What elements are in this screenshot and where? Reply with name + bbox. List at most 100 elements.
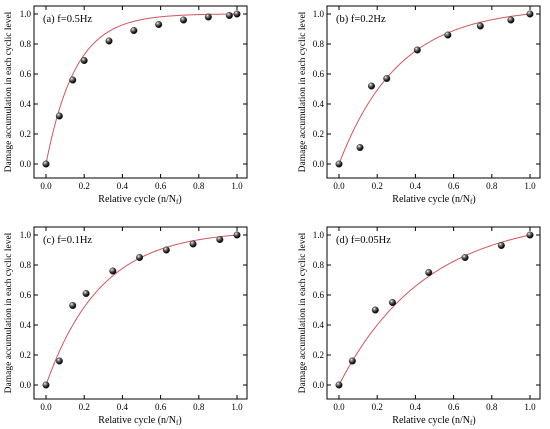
x-tick-label: 0.0: [333, 402, 345, 412]
panel-title: (d) f=0.05Hz: [336, 235, 391, 246]
fit-curve: [45, 13, 238, 165]
data-point: [507, 16, 515, 24]
data-point: [55, 112, 63, 120]
data-point: [526, 10, 534, 18]
x-tick-label: 1.0: [231, 181, 243, 191]
x-tick-label: 0.8: [193, 402, 205, 412]
data-point: [204, 13, 212, 21]
data-point: [425, 269, 433, 277]
chart-panel-a: 0.0 0.2 0.4 0.6 0.8 1.0 0.0 0.2 0.4 0.6 0.8 1.0 (a) …: [4, 5, 248, 206]
x-tick-label: 1.0: [524, 402, 536, 412]
y-tick-label: 0.6: [20, 69, 32, 79]
data-point: [136, 253, 144, 261]
plot-frame: [326, 5, 541, 179]
data-point: [444, 31, 452, 39]
y-axis-label: Damage accumulation in each cyclic level: [4, 11, 14, 172]
data-point: [526, 231, 534, 239]
data-point: [335, 381, 343, 389]
data-point: [42, 160, 50, 168]
plot-frame: [33, 5, 248, 179]
panel-title: (a) f=0.5Hz: [43, 14, 92, 25]
x-tick-label: 0.8: [486, 402, 498, 412]
y-tick-label: 1.0: [313, 230, 325, 240]
data-point: [82, 290, 90, 298]
y-tick-label: 0.4: [313, 99, 325, 109]
data-point: [413, 46, 421, 54]
x-tick-label: 0.0: [40, 181, 52, 191]
x-tick-label: 1.0: [524, 181, 536, 191]
y-tick-label: 0.6: [313, 69, 325, 79]
y-tick-label: 0.8: [313, 260, 325, 270]
x-tick-label: 0.2: [372, 181, 383, 191]
x-tick-label: 0.4: [117, 402, 129, 412]
data-point: [155, 21, 163, 29]
data-point: [216, 235, 224, 243]
y-tick-label: 0.2: [20, 129, 31, 139]
y-tick-label: 1.0: [20, 230, 32, 240]
data-point: [180, 16, 188, 24]
y-tick-label: 0.0: [20, 380, 32, 390]
x-axis-label: Relative cycle (n/Nf): [392, 194, 475, 206]
data-point: [162, 246, 170, 254]
plot-frame: [33, 226, 248, 400]
y-tick-label: 0.0: [20, 159, 32, 169]
y-tick-label: 0.8: [313, 39, 325, 49]
x-axis-label: Relative cycle (n/Nf): [392, 415, 475, 427]
fit-curve: [338, 234, 531, 386]
y-tick-label: 0.0: [313, 380, 325, 390]
x-tick-label: 0.6: [155, 402, 167, 412]
chart-panel-c: 0.0 0.2 0.4 0.6 0.8 1.0 0.0 0.2 0.4 0.6 0.8 1.0 (c) …: [4, 226, 248, 427]
x-tick-label: 0.6: [155, 181, 167, 191]
data-point: [383, 74, 391, 82]
x-axis-label: Relative cycle (n/Nf): [98, 415, 181, 427]
data-point: [356, 143, 364, 151]
data-point: [233, 231, 241, 239]
x-tick-label: 0.2: [79, 181, 90, 191]
x-tick-label: 0.6: [448, 181, 460, 191]
data-point: [476, 22, 484, 30]
data-point: [69, 76, 77, 84]
panel-title: (b) f=0.2Hz: [336, 14, 386, 25]
y-tick-label: 0.4: [20, 99, 32, 109]
data-point: [109, 267, 117, 275]
data-point: [367, 82, 375, 90]
x-tick-label: 0.4: [117, 181, 129, 191]
x-tick-label: 1.0: [231, 402, 243, 412]
data-point: [233, 10, 241, 18]
chart-panel-d: 0.0 0.2 0.4 0.6 0.8 1.0 0.0 0.2 0.4 0.6 0.8 1.0 (d) …: [298, 226, 541, 427]
y-tick-label: 1.0: [20, 9, 32, 19]
data-point: [55, 357, 63, 365]
y-tick-label: 0.4: [313, 320, 325, 330]
data-point: [42, 381, 50, 389]
data-point: [105, 37, 113, 45]
y-axis-label: Damage accumulation in each cyclic level: [298, 11, 308, 172]
x-tick-label: 0.4: [410, 402, 422, 412]
data-point: [461, 253, 469, 261]
panel-title: (c) f=0.1Hz: [43, 235, 92, 246]
y-tick-label: 1.0: [313, 9, 325, 19]
x-tick-label: 0.2: [79, 402, 90, 412]
x-tick-label: 0.2: [372, 402, 383, 412]
y-tick-label: 0.4: [20, 320, 32, 330]
y-tick-label: 0.2: [313, 350, 324, 360]
y-tick-label: 0.6: [20, 290, 32, 300]
chart-panel-b: 0.0 0.2 0.4 0.6 0.8 1.0 0.0 0.2 0.4 0.6 0.8 1.0 (b) …: [298, 5, 541, 206]
data-point: [371, 306, 379, 314]
x-tick-label: 0.0: [333, 181, 345, 191]
y-tick-label: 0.8: [20, 260, 32, 270]
data-point: [225, 11, 233, 19]
y-tick-label: 0.2: [20, 350, 31, 360]
data-point: [80, 57, 88, 65]
y-axis-label: Damage accumulation in each cyclic level: [298, 232, 308, 393]
x-tick-label: 0.8: [193, 181, 205, 191]
data-point: [348, 357, 356, 365]
plot-frame: [326, 226, 541, 400]
data-point: [189, 240, 197, 248]
y-tick-label: 0.6: [313, 290, 325, 300]
y-axis-label: Damage accumulation in each cyclic level: [4, 232, 14, 393]
data-point: [388, 299, 396, 307]
data-point: [335, 160, 343, 168]
x-axis-label: Relative cycle (n/Nf): [98, 194, 181, 206]
x-tick-label: 0.0: [40, 402, 52, 412]
